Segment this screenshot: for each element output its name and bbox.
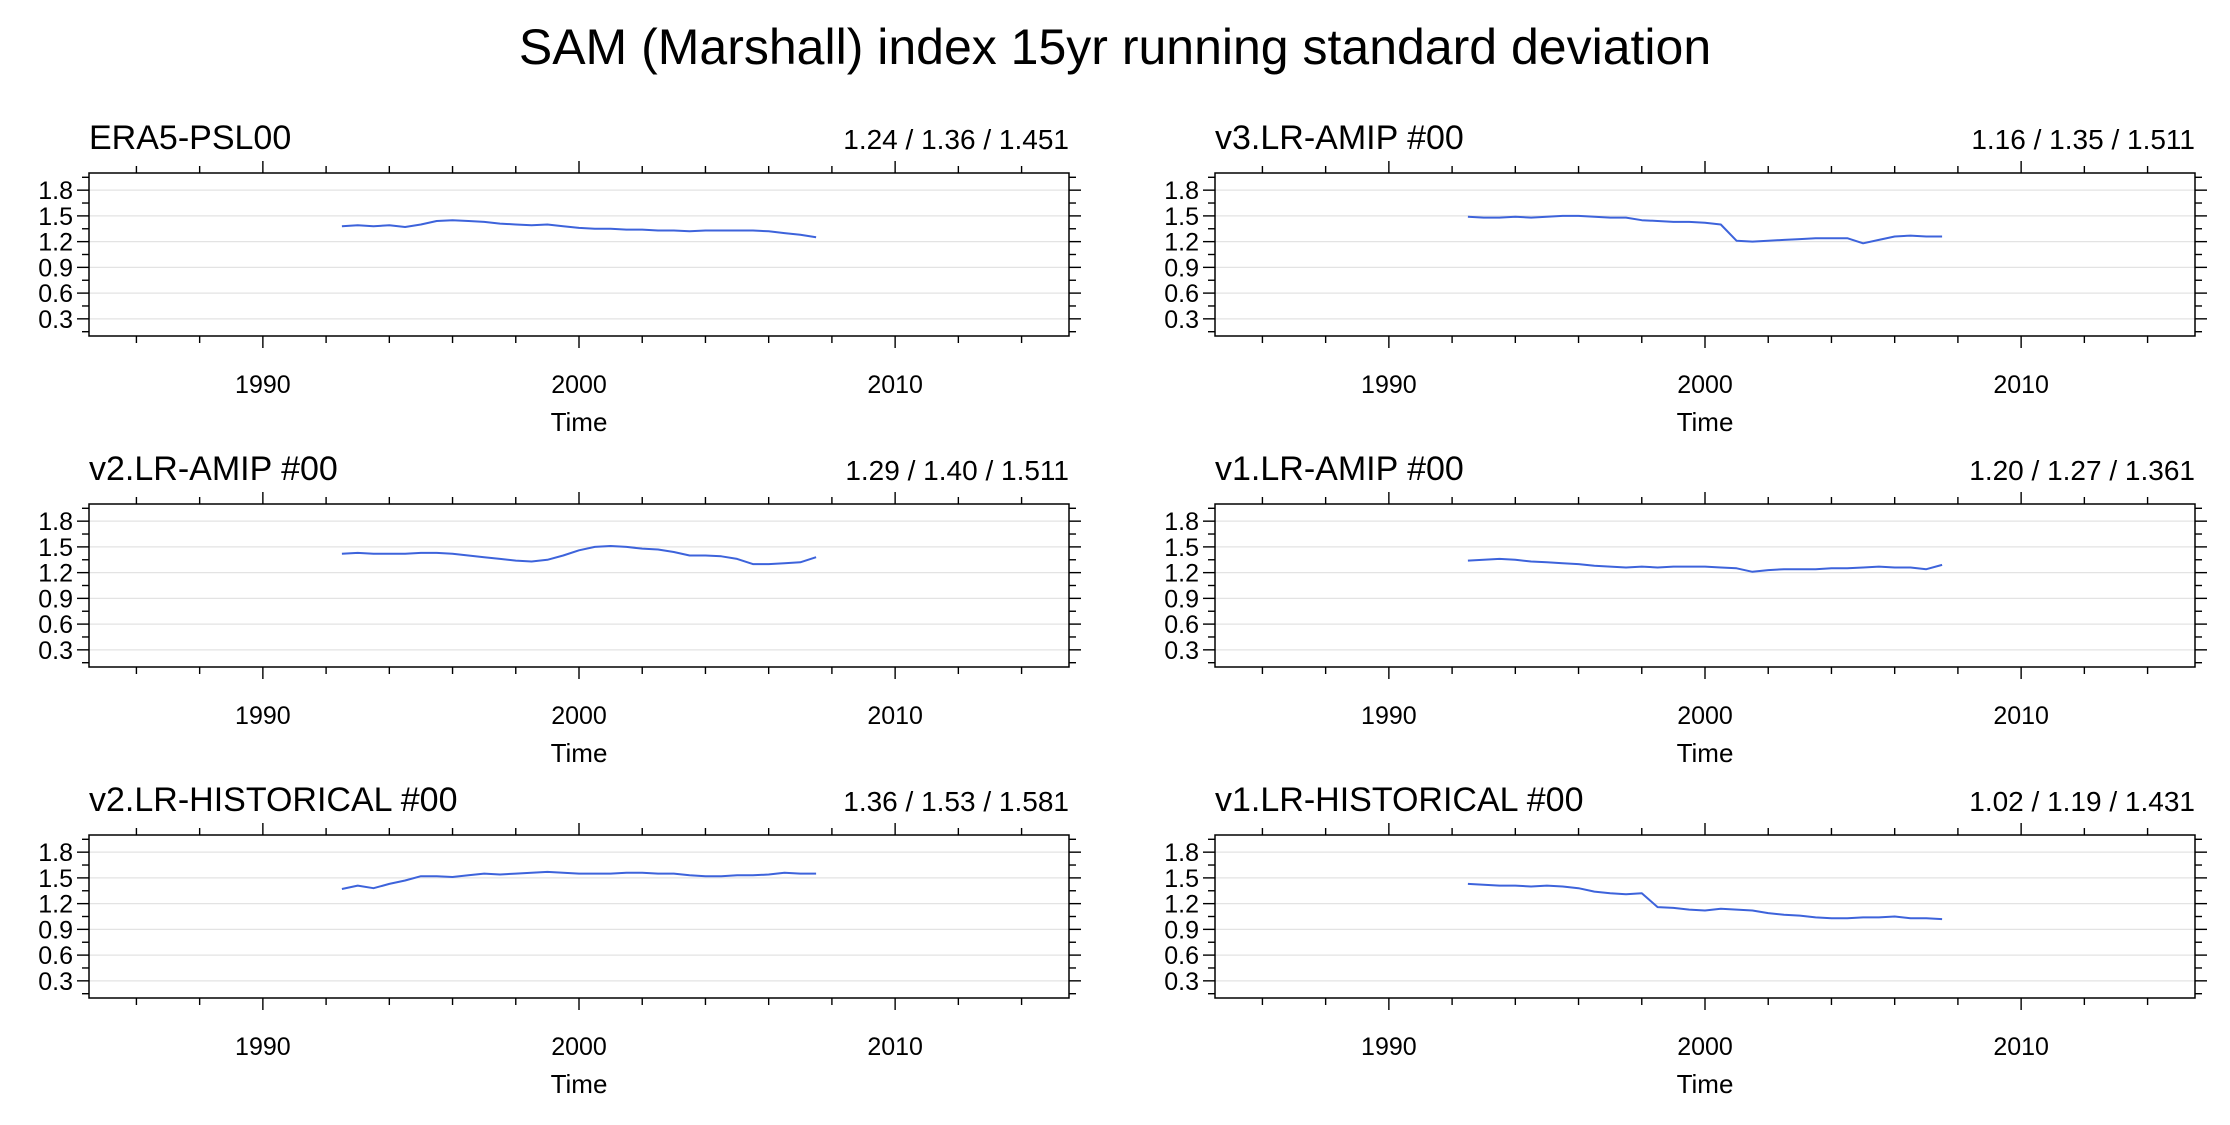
- x-tick-label: 2010: [1993, 371, 2049, 399]
- panel-stats: 1.02 / 1.19 / 1.431: [1969, 786, 2195, 817]
- x-tick-label: 2000: [1677, 371, 1733, 399]
- x-tick-label: 2000: [551, 702, 607, 730]
- y-tick-label: 0.9: [38, 585, 73, 613]
- panel-6: 0.30.60.91.21.51.8 1990 2000 2010 Time v1.LR-…: [1164, 781, 2207, 1099]
- y-tick-label: 1.2: [1164, 229, 1199, 257]
- panel-stats: 1.36 / 1.53 / 1.581: [843, 786, 1069, 817]
- x-tick-label: 2010: [867, 1033, 923, 1061]
- y-tick-label: 1.5: [1164, 203, 1199, 231]
- x-tick-label: 2010: [1993, 702, 2049, 730]
- y-tick-label: 0.3: [38, 306, 73, 334]
- x-tick-label: 1990: [235, 702, 291, 730]
- x-axis-label: Time: [1677, 1069, 1734, 1099]
- x-axis-label: Time: [1677, 738, 1734, 768]
- y-tick-label: 1.8: [38, 508, 73, 536]
- panel-stats: 1.20 / 1.27 / 1.361: [1969, 455, 2195, 486]
- y-tick-label: 1.8: [38, 839, 73, 867]
- panel-2: 0.30.60.91.21.51.8 1990 2000 2010 Time v3.LR-…: [1164, 119, 2207, 437]
- panel-stats: 1.16 / 1.35 / 1.511: [1971, 124, 2195, 155]
- x-tick-label: 1990: [235, 1033, 291, 1061]
- x-tick-label: 2000: [551, 371, 607, 399]
- x-tick-label: 2000: [1677, 702, 1733, 730]
- panel-stats: 1.29 / 1.40 / 1.511: [845, 455, 1069, 486]
- figure-title: SAM (Marshall) index 15yr running standa…: [519, 19, 1711, 75]
- panel-stats: 1.24 / 1.36 / 1.451: [843, 124, 1069, 155]
- y-tick-label: 0.3: [38, 968, 73, 996]
- x-axis-label: Time: [551, 738, 608, 768]
- y-tick-label: 0.3: [1164, 306, 1199, 334]
- y-tick-label: 1.2: [1164, 560, 1199, 588]
- y-tick-label: 0.9: [1164, 916, 1199, 944]
- x-tick-label: 2010: [1993, 1033, 2049, 1061]
- y-tick-label: 1.2: [38, 229, 73, 257]
- y-tick-label: 1.5: [38, 534, 73, 562]
- x-tick-label: 1990: [235, 371, 291, 399]
- panel-title: v2.LR-AMIP #00: [89, 450, 338, 488]
- x-tick-label: 1990: [1361, 1033, 1417, 1061]
- x-axis-label: Time: [551, 1069, 608, 1099]
- y-tick-label: 0.3: [38, 637, 73, 665]
- x-tick-label: 1990: [1361, 702, 1417, 730]
- x-tick-label: 2000: [1677, 1033, 1733, 1061]
- y-tick-label: 1.8: [38, 177, 73, 205]
- series-line: [1467, 557, 1943, 573]
- panel-title: v1.LR-AMIP #00: [1215, 450, 1464, 488]
- x-tick-label: 2010: [867, 702, 923, 730]
- y-tick-label: 1.5: [1164, 865, 1199, 893]
- y-tick-label: 0.9: [38, 916, 73, 944]
- y-tick-label: 0.9: [38, 254, 73, 282]
- y-tick-label: 1.2: [1164, 891, 1199, 919]
- y-tick-label: 0.6: [1164, 942, 1199, 970]
- y-tick-label: 1.5: [38, 865, 73, 893]
- panel-title: ERA5-PSL00: [89, 119, 291, 157]
- y-tick-label: 0.3: [1164, 968, 1199, 996]
- y-tick-label: 1.2: [38, 560, 73, 588]
- y-tick-label: 1.8: [1164, 177, 1199, 205]
- y-tick-label: 0.6: [38, 611, 73, 639]
- x-tick-label: 2000: [551, 1033, 607, 1061]
- y-tick-label: 1.5: [38, 203, 73, 231]
- panel-title: v2.LR-HISTORICAL #00: [89, 781, 457, 819]
- y-tick-label: 1.2: [38, 891, 73, 919]
- y-tick-label: 0.6: [1164, 611, 1199, 639]
- y-tick-label: 1.8: [1164, 839, 1199, 867]
- y-tick-label: 1.5: [1164, 534, 1199, 562]
- x-tick-label: 1990: [1361, 371, 1417, 399]
- y-tick-label: 1.8: [1164, 508, 1199, 536]
- y-tick-label: 0.9: [1164, 585, 1199, 613]
- x-tick-label: 2010: [867, 371, 923, 399]
- x-axis-label: Time: [1677, 407, 1734, 437]
- panel-title: v3.LR-AMIP #00: [1215, 119, 1464, 157]
- y-tick-label: 0.9: [1164, 254, 1199, 282]
- series-line: [1467, 882, 1943, 921]
- panel-3: 0.30.60.91.21.51.8 1990 2000 2010 Time v2.LR-…: [38, 450, 1081, 768]
- y-tick-label: 0.6: [1164, 280, 1199, 308]
- panel-4: 0.30.60.91.21.51.8 1990 2000 2010 Time v1.LR-…: [1164, 450, 2207, 768]
- panel-1: 0.30.60.91.21.51.8 1990 2000 2010 Time ERA5-P…: [38, 119, 1081, 437]
- series-line: [1467, 214, 1943, 245]
- series-line: [341, 545, 817, 566]
- panel-5: 0.30.60.91.21.51.8 1990 2000 2010 Time v2.LR-…: [38, 781, 1081, 1099]
- series-line: [341, 870, 817, 890]
- x-axis-label: Time: [551, 407, 608, 437]
- series-line: [341, 219, 817, 239]
- y-tick-label: 0.6: [38, 942, 73, 970]
- y-tick-label: 0.3: [1164, 637, 1199, 665]
- y-tick-label: 0.6: [38, 280, 73, 308]
- panel-title: v1.LR-HISTORICAL #00: [1215, 781, 1583, 819]
